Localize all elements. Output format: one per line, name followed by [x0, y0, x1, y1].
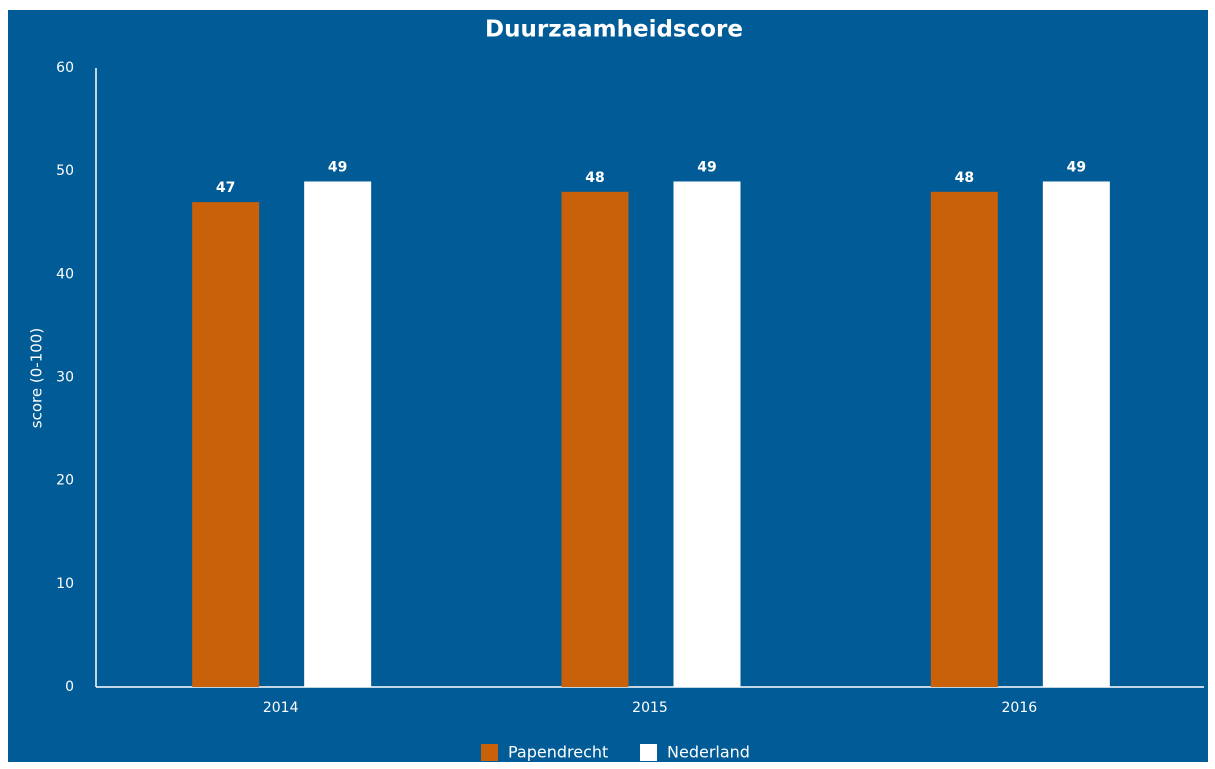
bar: [192, 202, 260, 687]
y-axis-label: score (0-100): [28, 328, 46, 428]
bar: [1042, 181, 1110, 687]
data-label: 49: [328, 159, 347, 175]
data-label: 47: [216, 180, 235, 196]
bar: [673, 181, 741, 687]
legend-swatch: [481, 744, 498, 761]
legend-label: Papendrecht: [508, 743, 608, 762]
bar: [930, 191, 998, 688]
x-tick-label: 2015: [632, 700, 668, 716]
legend-label: Nederland: [667, 743, 750, 762]
bar: [561, 191, 629, 688]
data-label: 49: [1067, 159, 1086, 175]
y-tick-label: 50: [56, 163, 74, 179]
data-label: 48: [955, 170, 974, 186]
data-label: 49: [697, 159, 716, 175]
y-tick-label: 10: [56, 576, 74, 592]
y-tick-label: 30: [56, 370, 74, 386]
x-tick-label: 2014: [263, 700, 299, 716]
chart-title: Duurzaamheidscore: [485, 17, 743, 43]
data-label: 48: [585, 170, 604, 186]
y-tick-label: 40: [56, 266, 74, 282]
x-tick-label: 2016: [1002, 700, 1038, 716]
bar: [304, 181, 372, 687]
y-tick-label: 20: [56, 473, 74, 489]
legend-swatch: [640, 744, 657, 761]
y-tick-label: 0: [65, 679, 74, 695]
y-tick-label: 60: [56, 60, 74, 76]
